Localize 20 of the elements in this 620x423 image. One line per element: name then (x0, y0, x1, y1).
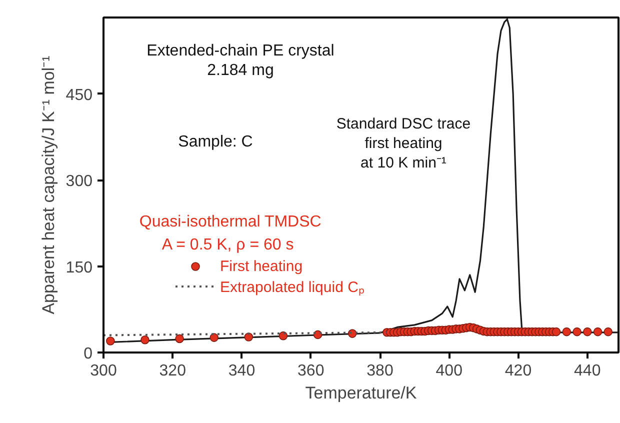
x-tick-label: 380 (366, 362, 394, 380)
y-tick-label: 0 (84, 346, 93, 362)
annotation: Sample: C (178, 134, 253, 150)
x-tick-label: 360 (298, 362, 324, 380)
y-axis-title: Apparent heat capacity/J K⁻¹ mol⁻¹ (38, 55, 58, 314)
x-tick-label: 340 (228, 362, 256, 380)
annotation: Extended-chain PE crystal 2.184 mg (146, 42, 334, 80)
y-tick-label: 300 (66, 173, 93, 190)
legend-label: First heating (220, 256, 303, 276)
x-tick-label: 320 (159, 362, 186, 380)
legend-label: Extrapolated liquid Cₚ (220, 278, 364, 296)
x-tick-label: 420 (504, 362, 532, 380)
y-tick-label: 450 (66, 86, 93, 104)
x-tick-label: 440 (574, 362, 601, 380)
annotation: Standard DSC trace first heating at 10 K min⁻¹ (336, 116, 471, 172)
x-tick-label: 300 (90, 362, 117, 380)
x-tick-label: 400 (436, 362, 463, 380)
y-tick-label: 150 (66, 259, 93, 276)
legend-title: Quasi-isothermal TMDSC A = 0.5 K, ρ = 60 s (139, 214, 322, 254)
x-axis-title: Temperature/K (305, 384, 418, 402)
